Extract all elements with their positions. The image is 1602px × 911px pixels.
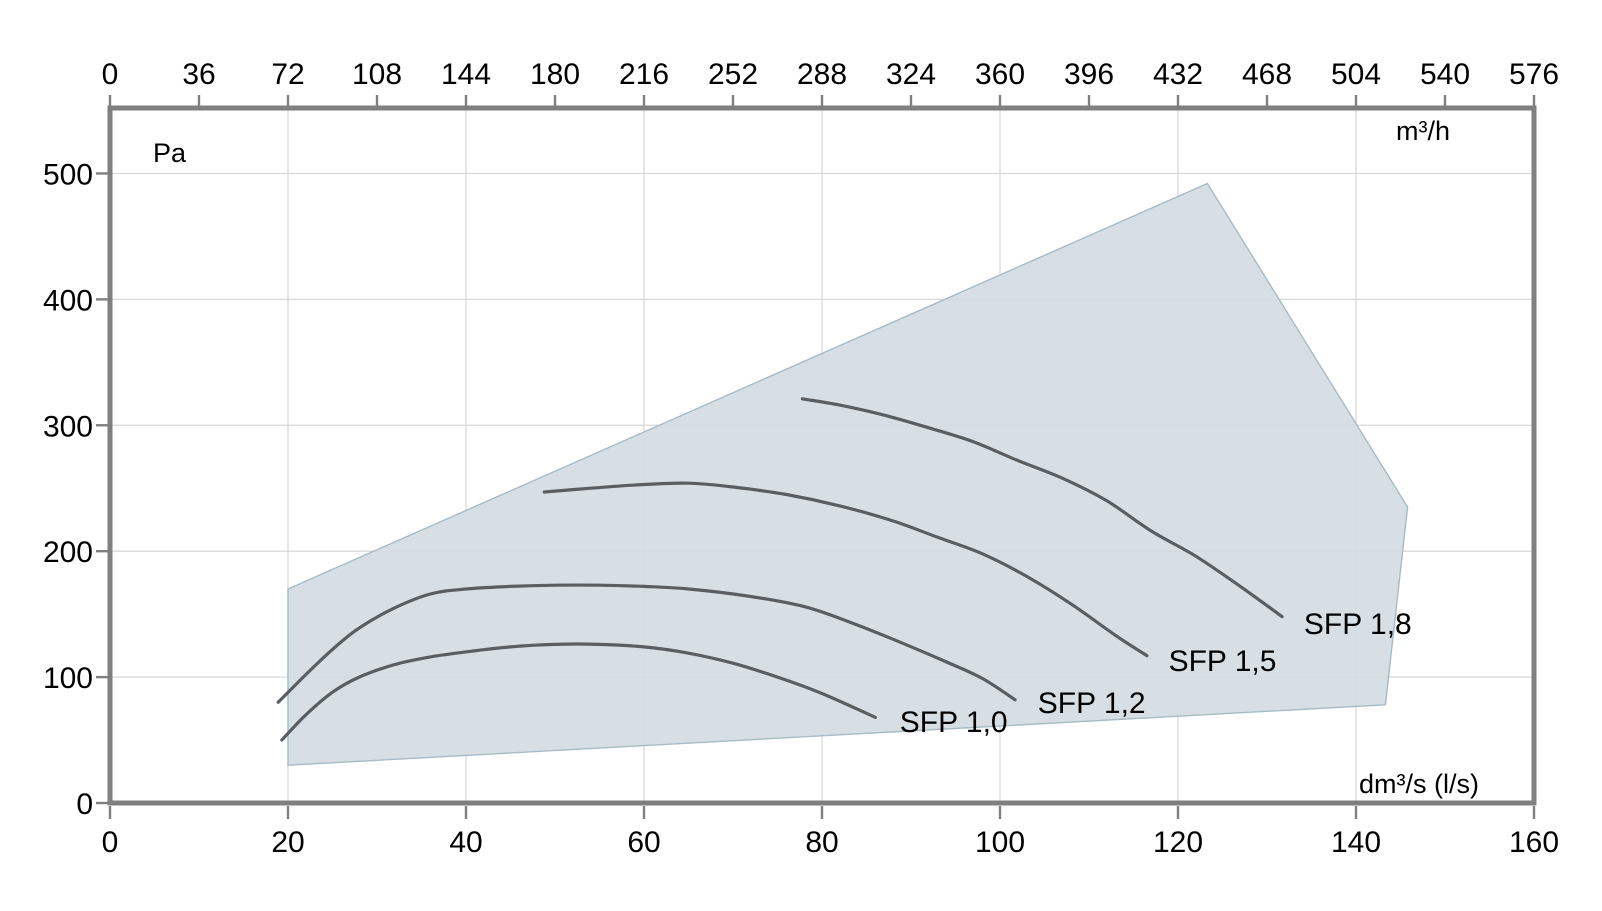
- bottom-axis-tick-label: 140: [1331, 826, 1381, 859]
- top-axis-tick-label: 396: [1064, 58, 1114, 91]
- top-axis-tick-label: 504: [1331, 58, 1381, 91]
- sfp-curve: [800, 397, 1284, 619]
- bottom-axis-tick-label: 80: [805, 826, 838, 859]
- left-axis-tick-label: 200: [43, 536, 93, 569]
- top-axis-tick-label: 468: [1242, 58, 1292, 91]
- left-axis-tick-label: 500: [43, 158, 93, 191]
- sfp-curve-label: SFP 1,2: [1038, 687, 1146, 720]
- sfp-curve: [542, 481, 1149, 658]
- sfp-curve: [276, 583, 1017, 704]
- bottom-axis-tick-label: 0: [102, 826, 119, 859]
- sfp-curve-label: SFP 1,0: [900, 706, 1008, 739]
- left-axis-tick-label: 300: [43, 410, 93, 443]
- top-axis-tick-label: 288: [797, 58, 847, 91]
- chart-generated-layer: SFP 1,0 SFP 1,2 SFP 1,5 SFP 1,8 0 36 72 108 144 1…: [43, 58, 1559, 859]
- top-axis-tick-label: 0: [102, 58, 119, 91]
- top-axis-tick-label: 36: [182, 58, 215, 91]
- bottom-axis-tick-label: 40: [449, 826, 482, 859]
- top-axis-unit-label: m³/h: [1396, 116, 1450, 146]
- top-axis-tick-label: 180: [530, 58, 580, 91]
- left-axis-tick-label: 0: [76, 788, 93, 821]
- bottom-axis-tick-label: 100: [975, 826, 1025, 859]
- y-axis-unit-label: Pa: [153, 138, 187, 168]
- top-axis-tick-label: 72: [271, 58, 304, 91]
- operating-envelope: [287, 182, 1409, 766]
- top-axis-tick-label: 252: [708, 58, 758, 91]
- top-axis-tick-label: 432: [1153, 58, 1203, 91]
- top-axis-tick-label: 144: [441, 58, 491, 91]
- left-axis-tick-label: 400: [43, 284, 93, 317]
- sfp-curve: [280, 642, 877, 742]
- top-axis-tick-label: 324: [886, 58, 936, 91]
- plot-border: [107, 105, 1537, 806]
- bottom-axis-tick-label: 20: [271, 826, 304, 859]
- bottom-axis-tick-label: 60: [627, 826, 660, 859]
- bottom-axis-tick-label: 160: [1509, 826, 1559, 859]
- left-axis-tick-label: 100: [43, 662, 93, 695]
- sfp-curve-label: SFP 1,5: [1169, 645, 1277, 678]
- bottom-axis-unit-label: dm³/s (l/s): [1359, 769, 1479, 799]
- top-axis-tick-label: 360: [975, 58, 1025, 91]
- top-axis-tick-label: 216: [619, 58, 669, 91]
- sfp-curve-label: SFP 1,8: [1304, 608, 1412, 641]
- top-axis-tick-label: 108: [352, 58, 402, 91]
- bottom-axis-tick-label: 120: [1153, 826, 1203, 859]
- top-axis-tick-label: 576: [1509, 58, 1559, 91]
- top-axis-tick-label: 540: [1420, 58, 1470, 91]
